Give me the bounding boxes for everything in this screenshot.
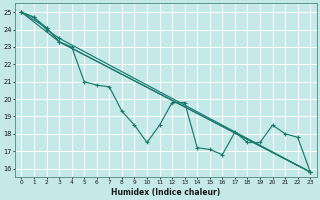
X-axis label: Humidex (Indice chaleur): Humidex (Indice chaleur) (111, 188, 220, 197)
